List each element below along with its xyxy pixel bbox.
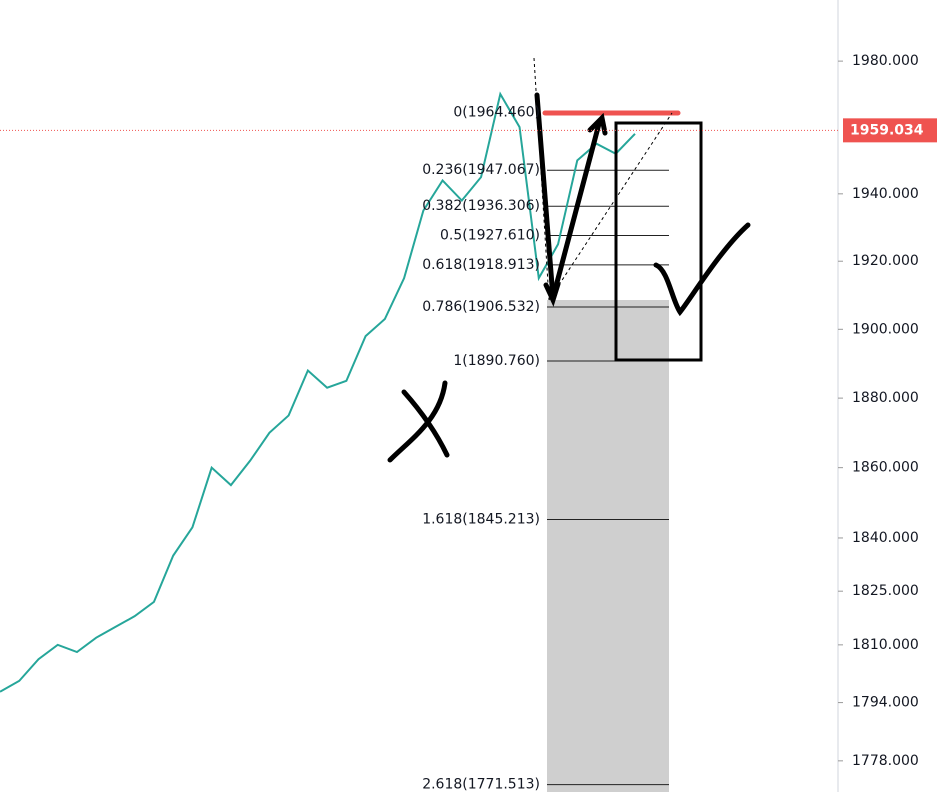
y-tick-label: 1980.000 (852, 53, 919, 69)
y-tick-label: 1940.000 (852, 186, 919, 202)
drawn-cross (387, 380, 450, 463)
drawn-box (614, 121, 703, 362)
y-tick-label: 1900.000 (852, 321, 919, 337)
fib-label: 0(1964.460) (453, 104, 540, 120)
y-tick-label: 1810.000 (852, 637, 919, 653)
fib-label: 0.786(1906.532) (422, 299, 540, 315)
fib-label: 0.382(1936.306) (422, 198, 540, 214)
plot (0, 91, 669, 786)
drawn-check (653, 222, 751, 317)
fib-label: 0.236(1947.067) (422, 162, 540, 178)
trend-line (548, 112, 673, 301)
fib-label: 2.618(1771.513) (422, 777, 540, 792)
drawn-arrow (552, 112, 608, 293)
y-tick-label: 1825.000 (852, 583, 919, 599)
y-tick-label: 1794.000 (852, 695, 919, 711)
price-line (0, 91, 636, 693)
fib-label: 1(1890.760) (453, 353, 540, 369)
fib-label: 0.5(1927.610) (440, 227, 540, 243)
y-tick-label: 1860.000 (852, 460, 919, 476)
y-tick-label: 1840.000 (852, 530, 919, 546)
fib-label: 0.618(1918.913) (422, 257, 540, 273)
current-price-label: 1959.034 (850, 122, 924, 138)
y-tick-label: 1920.000 (852, 253, 919, 269)
y-tick-label: 1880.000 (852, 390, 919, 406)
fib-shade (547, 300, 669, 792)
price-tag (843, 118, 937, 143)
y-tick-label: 1778.000 (852, 753, 919, 769)
fib-label: 1.618(1845.213) (422, 512, 540, 528)
